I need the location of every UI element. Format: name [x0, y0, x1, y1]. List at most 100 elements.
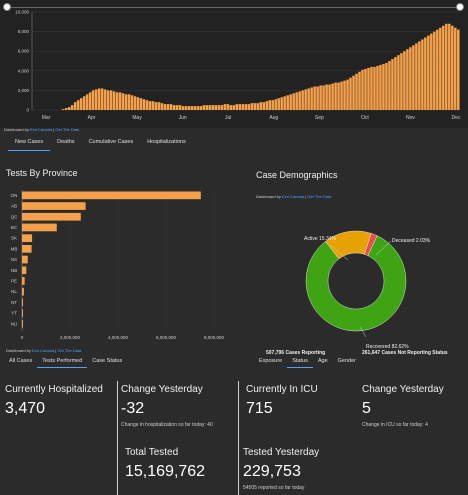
new-cases-bar	[400, 53, 403, 110]
province-bar[interactable]	[22, 191, 201, 200]
new-cases-bar	[88, 92, 92, 110]
tab-cumulative-cases[interactable]: Cumulative Cases	[88, 139, 134, 145]
x-tick-label: Oct	[361, 115, 369, 121]
province-label: ON	[11, 193, 18, 198]
province-bar[interactable]	[22, 255, 28, 264]
new-cases-bar	[253, 103, 257, 110]
province-bar[interactable]	[22, 298, 23, 307]
credit-prefix: Dashboard by	[256, 194, 281, 199]
new-cases-bar	[358, 71, 361, 110]
new-cases-bar	[130, 95, 134, 110]
province-bar[interactable]	[22, 309, 23, 317]
x-tick-label: 4,000,000	[108, 335, 129, 340]
new-cases-bar	[268, 100, 271, 110]
new-cases-bar	[331, 83, 334, 110]
province-label: BC	[11, 225, 18, 230]
y-tick-label: 8,000	[18, 29, 30, 34]
get-the-data-link[interactable]: Get The Data	[307, 194, 332, 199]
new-cases-bar	[133, 96, 137, 110]
province-bar[interactable]	[22, 234, 33, 242]
get-the-data-link[interactable]: Get The Data	[55, 127, 80, 132]
new-cases-bar	[148, 101, 152, 110]
stat-value: -32	[121, 400, 145, 417]
new-cases-bar	[151, 101, 155, 110]
get-the-data-link[interactable]: Get The Data	[57, 348, 82, 353]
demographics-tabs: Exposure Status Age Gender	[254, 358, 361, 368]
credit-prefix: Dashboard by	[6, 348, 31, 353]
new-cases-bar	[199, 106, 203, 110]
province-bar[interactable]	[22, 223, 57, 232]
province-label: PE	[11, 278, 17, 283]
tab-exposure[interactable]: Exposure	[259, 358, 283, 364]
donut-slice[interactable]	[364, 233, 378, 256]
province-bar[interactable]	[22, 266, 27, 275]
new-cases-bar	[202, 105, 206, 110]
new-cases-bar	[193, 106, 197, 110]
province-chart-tabs: All Cases Tests Performed Case Status	[4, 358, 127, 368]
tab-hospitalizations[interactable]: Hospitalizations	[147, 139, 186, 145]
new-cases-bar	[217, 105, 221, 110]
deceased-slice-label: Deceased 2.03%	[392, 238, 431, 244]
tab-gender[interactable]: Gender	[337, 358, 356, 364]
new-cases-bar	[406, 49, 409, 110]
new-cases-bar	[349, 77, 352, 110]
new-cases-bar	[367, 67, 370, 110]
tab-all-cases[interactable]: All Cases	[9, 358, 33, 364]
new-cases-bar	[226, 104, 230, 110]
x-tick-label: Aug	[269, 115, 278, 121]
tab-status[interactable]: Status	[287, 358, 313, 368]
new-cases-bar	[418, 41, 421, 110]
new-cases-bar	[79, 98, 83, 110]
date-range-slider-track[interactable]	[9, 7, 458, 8]
esri-canada-link[interactable]: Esri Canada	[30, 127, 53, 132]
currently-hospitalized-card: Currently Hospitalized 3,470	[5, 384, 103, 418]
tab-age[interactable]: Age	[317, 358, 328, 364]
esri-canada-link[interactable]: Esri Canada	[282, 194, 305, 199]
province-bar[interactable]	[22, 202, 86, 210]
new-cases-bar	[388, 61, 391, 110]
donut-slice[interactable]	[305, 235, 407, 332]
new-cases-bar	[391, 59, 394, 110]
date-range-slider-start-handle[interactable]	[3, 3, 11, 11]
new-cases-bar	[73, 102, 77, 110]
new-cases-bar	[235, 104, 239, 110]
credit-prefix: Dashboard by	[4, 127, 29, 132]
new-cases-bar	[295, 92, 298, 110]
province-bar[interactable]	[22, 277, 25, 285]
new-cases-bar	[184, 106, 188, 110]
new-cases-bar	[424, 37, 427, 111]
province-label: AB	[11, 204, 17, 209]
new-cases-bar	[112, 91, 116, 110]
stat-label: Currently In ICU	[246, 384, 318, 395]
province-bar[interactable]	[22, 245, 32, 253]
case-status-donut-chart: Active 15.34% Deceased 2.03% Recovered 8…	[304, 230, 431, 350]
date-range-slider-end-handle[interactable]	[456, 3, 464, 11]
dashboard-credit: Dashboard by Esri Canada | Get The Data	[4, 127, 79, 132]
province-bar[interactable]	[22, 212, 81, 221]
new-cases-bar	[115, 92, 119, 110]
new-cases-bar	[334, 82, 337, 110]
tab-case-status[interactable]: Case Status	[92, 358, 123, 364]
new-cases-bar	[70, 105, 74, 110]
new-cases-bar	[208, 105, 212, 110]
province-bar[interactable]	[22, 319, 23, 328]
tab-deaths[interactable]: Deaths	[57, 139, 75, 145]
x-tick-label: Mar	[42, 115, 51, 121]
icu-change-card: Change Yesterday 5 Change in ICU so far …	[362, 384, 444, 428]
new-cases-bar	[238, 104, 242, 110]
new-cases-chart-panel: 10,000 8,000 6,000 4,000 2,000 0 Mar Apr May Jun…	[0, 0, 468, 128]
new-cases-bar	[265, 101, 268, 110]
tab-new-cases[interactable]: New Cases	[8, 139, 51, 151]
new-cases-bar	[67, 107, 71, 110]
stat-label: Currently Hospitalized	[5, 384, 103, 395]
new-cases-bar	[454, 27, 457, 110]
tab-tests-performed[interactable]: Tests Performed	[37, 358, 88, 368]
province-label: YT	[11, 311, 17, 316]
province-label: NB	[11, 268, 17, 273]
stat-sub: Change in ICU so far today: 4	[362, 422, 428, 428]
province-label: SK	[11, 236, 17, 241]
new-cases-bar	[271, 100, 274, 110]
new-cases-bar	[229, 105, 233, 110]
esri-canada-link[interactable]: Esri Canada	[32, 348, 55, 353]
province-bar[interactable]	[22, 287, 24, 296]
